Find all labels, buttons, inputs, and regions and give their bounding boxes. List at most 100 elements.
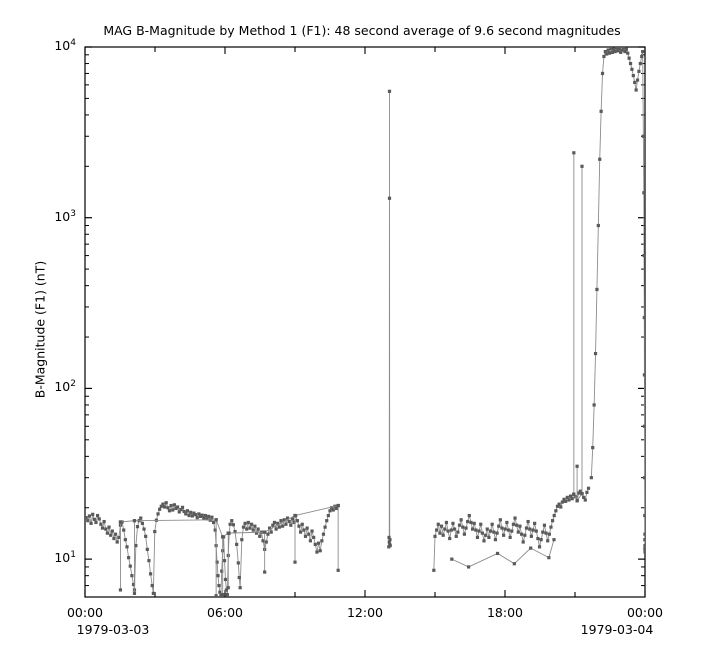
- data-point-marker: [274, 527, 278, 531]
- data-point-marker: [86, 519, 90, 523]
- data-point-marker: [572, 492, 576, 496]
- y-tick-label: 103: [54, 208, 76, 224]
- data-point-marker: [470, 527, 475, 531]
- data-point-marker: [482, 539, 486, 543]
- data-point-marker: [276, 521, 280, 525]
- data-point-marker: [637, 69, 641, 73]
- data-point-marker: [224, 588, 228, 592]
- data-point-marker: [449, 528, 453, 532]
- data-point-marker: [634, 88, 638, 92]
- data-point-marker: [161, 502, 165, 506]
- data-point-marker: [293, 513, 297, 518]
- data-point-marker: [210, 515, 214, 519]
- data-point-marker: [269, 530, 273, 534]
- data-point-marker: [148, 572, 153, 576]
- y-tick-label: 104: [54, 38, 76, 54]
- data-point-marker: [552, 513, 556, 518]
- data-point-marker: [258, 534, 262, 538]
- data-point-marker: [559, 505, 563, 509]
- data-point-marker: [117, 535, 121, 540]
- data-point-marker: [518, 524, 522, 528]
- data-point-marker: [620, 48, 624, 52]
- data-point-marker: [542, 523, 547, 527]
- x-tick-label: 00:00: [66, 605, 104, 620]
- data-point-marker: [205, 517, 209, 521]
- data-point-marker: [533, 521, 537, 525]
- data-point-marker: [172, 503, 176, 507]
- data-point-marker: [515, 523, 519, 527]
- data-point-marker: [151, 591, 155, 595]
- data-point-marker: [490, 522, 494, 526]
- data-point-marker: [295, 519, 299, 523]
- data-point-marker: [480, 531, 484, 535]
- data-point-marker: [570, 497, 574, 501]
- data-point-marker: [150, 583, 154, 588]
- data-point-marker: [526, 519, 530, 524]
- data-point-marker: [112, 536, 116, 541]
- data-point-marker: [216, 574, 220, 578]
- data-point-marker: [544, 531, 548, 535]
- data-point-marker: [456, 530, 460, 534]
- data-point-marker: [433, 534, 437, 538]
- data-point-marker: [127, 556, 131, 560]
- data-point-marker: [118, 520, 123, 524]
- series-line: [120, 505, 339, 597]
- data-point-marker: [631, 73, 635, 78]
- data-point-marker: [277, 525, 281, 529]
- data-point-marker: [626, 51, 630, 55]
- data-point-marker: [475, 535, 480, 540]
- data-point-marker: [222, 559, 227, 563]
- data-point-marker: [577, 491, 581, 495]
- data-point-marker: [500, 526, 504, 530]
- data-point-marker: [307, 532, 311, 536]
- data-point-marker: [578, 489, 582, 493]
- data-point-marker: [585, 490, 589, 494]
- data-point-marker: [187, 513, 191, 518]
- data-series: [85, 47, 645, 597]
- data-point-marker: [207, 514, 211, 518]
- data-point-marker: [328, 509, 332, 513]
- data-point-marker: [125, 545, 129, 549]
- data-point-marker: [156, 512, 160, 516]
- data-point-marker: [104, 527, 108, 531]
- data-point-marker: [388, 538, 392, 542]
- data-point-marker: [231, 523, 235, 527]
- data-point-marker: [443, 527, 447, 531]
- data-point-marker: [461, 525, 465, 529]
- data-point-marker: [547, 532, 551, 536]
- data-point-marker: [643, 532, 645, 536]
- data-point-marker: [254, 531, 259, 535]
- data-point-marker: [246, 520, 250, 525]
- data-point-marker: [230, 519, 234, 523]
- data-point-marker: [638, 61, 642, 66]
- data-point-marker: [299, 530, 303, 534]
- data-point-marker: [177, 510, 181, 514]
- data-point-marker: [564, 499, 568, 503]
- data-point-marker: [459, 518, 463, 522]
- data-point-marker: [336, 503, 340, 508]
- axes-frame: [84, 46, 646, 598]
- data-point-marker: [643, 538, 645, 542]
- data-point-marker: [539, 538, 543, 542]
- data-point-marker: [225, 592, 229, 597]
- data-point-marker: [642, 253, 645, 258]
- data-point-marker: [263, 530, 267, 534]
- data-point-marker: [315, 550, 319, 554]
- data-point-marker: [641, 49, 645, 54]
- data-point-marker: [220, 569, 224, 573]
- data-point-marker: [466, 519, 470, 524]
- data-point-marker: [613, 49, 617, 54]
- data-point-marker: [109, 533, 113, 537]
- data-point-marker: [495, 551, 500, 556]
- data-point-marker: [228, 522, 232, 526]
- data-point-marker: [487, 535, 491, 540]
- data-point-marker: [462, 532, 466, 536]
- data-point-marker: [450, 557, 454, 561]
- data-point-marker: [164, 501, 168, 505]
- data-point-marker: [236, 561, 240, 565]
- data-point-marker: [226, 586, 230, 590]
- data-point-marker: [554, 509, 558, 513]
- data-point-marker: [215, 560, 219, 564]
- data-point-marker: [633, 80, 637, 85]
